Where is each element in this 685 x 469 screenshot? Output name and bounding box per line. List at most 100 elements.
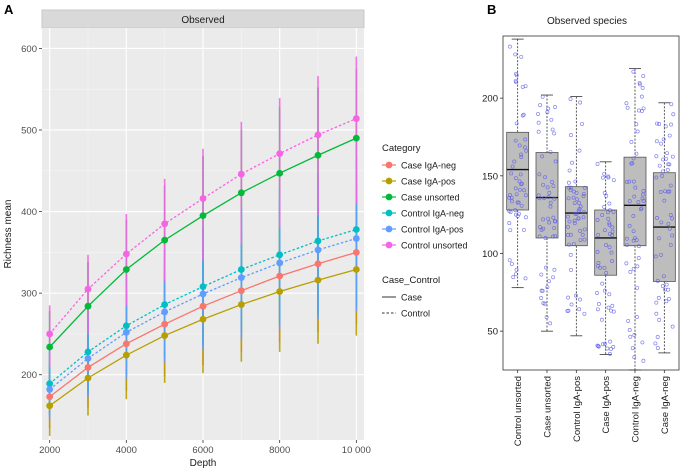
jitter-point bbox=[637, 108, 641, 113]
jitter-point bbox=[631, 214, 636, 218]
jitter-point bbox=[550, 127, 555, 132]
x-tick-label: 10 000 bbox=[342, 445, 371, 456]
jitter-point bbox=[519, 154, 524, 159]
jitter-point bbox=[578, 100, 583, 105]
point-control-iga-neg bbox=[161, 301, 169, 308]
jitter-point bbox=[509, 195, 514, 200]
jitter-point bbox=[637, 82, 642, 87]
legend-linetype-title: Case_Control bbox=[382, 275, 440, 286]
jitter-point bbox=[611, 210, 616, 214]
jitter-point bbox=[508, 228, 513, 233]
jitter-point bbox=[582, 237, 587, 242]
point-case-unsorted bbox=[314, 151, 322, 159]
jitter-point bbox=[566, 180, 571, 185]
jitter-point bbox=[607, 292, 612, 297]
jitter-point bbox=[655, 121, 659, 126]
point-control-unsorted bbox=[46, 330, 54, 338]
jitter-point bbox=[519, 182, 523, 187]
jitter-point bbox=[553, 234, 558, 239]
jitter-point bbox=[636, 200, 641, 205]
jitter-point bbox=[634, 122, 639, 127]
jitter-point bbox=[576, 216, 581, 221]
jitter-point bbox=[578, 238, 583, 242]
jitter-point bbox=[595, 249, 600, 254]
jitter-point bbox=[522, 188, 527, 193]
jitter-point bbox=[631, 229, 636, 234]
legend-item-label: Case unsorted bbox=[401, 193, 460, 203]
y-tick-label: 50 bbox=[487, 327, 498, 338]
jitter-point bbox=[661, 137, 666, 142]
point-case-iga-neg bbox=[199, 302, 207, 310]
jitter-point bbox=[627, 199, 632, 204]
jitter-point bbox=[511, 275, 516, 280]
jitter-point bbox=[610, 225, 615, 230]
jitter-point bbox=[671, 112, 676, 117]
jitter-point bbox=[602, 171, 607, 176]
jitter-point bbox=[640, 85, 645, 90]
legend-item-label: Control unsorted bbox=[401, 241, 468, 251]
legend-key-point-case-iga-neg bbox=[385, 161, 393, 169]
point-case-iga-neg bbox=[161, 320, 169, 328]
jitter-point bbox=[607, 221, 612, 226]
jitter-point bbox=[517, 187, 522, 192]
jitter-point bbox=[582, 227, 587, 232]
jitter-point bbox=[577, 201, 581, 206]
jitter-point bbox=[635, 264, 640, 269]
jitter-point bbox=[566, 214, 570, 219]
jitter-point bbox=[606, 210, 610, 215]
point-control-iga-pos bbox=[161, 308, 169, 316]
jitter-point bbox=[668, 213, 673, 217]
jitter-point bbox=[668, 183, 673, 188]
jitter-point bbox=[667, 162, 672, 167]
point-case-iga-pos bbox=[237, 301, 245, 308]
jitter-point bbox=[515, 214, 520, 218]
point-control-iga-pos bbox=[84, 355, 92, 362]
jitter-point bbox=[513, 208, 518, 213]
jitter-point bbox=[514, 121, 519, 126]
jitter-point bbox=[507, 221, 512, 226]
jitter-point bbox=[654, 311, 659, 316]
jitter-point bbox=[518, 172, 523, 177]
jitter-point bbox=[541, 301, 546, 305]
jitter-point bbox=[632, 355, 637, 360]
point-control-unsorted bbox=[122, 250, 130, 258]
legend-key-point-control-unsorted bbox=[385, 241, 393, 249]
jitter-point bbox=[634, 151, 639, 156]
legend-item-label: Case IgA-pos bbox=[401, 177, 456, 187]
jitter-point bbox=[540, 154, 545, 159]
point-control-iga-pos bbox=[352, 235, 360, 242]
jitter-point bbox=[658, 190, 663, 194]
jitter-point bbox=[607, 245, 612, 250]
jitter-point bbox=[662, 198, 667, 203]
jitter-point bbox=[666, 189, 671, 194]
jitter-point bbox=[542, 196, 547, 201]
point-case-iga-pos bbox=[314, 276, 322, 284]
jitter-point bbox=[654, 300, 659, 305]
jitter-point bbox=[637, 80, 642, 85]
jitter-point bbox=[634, 315, 639, 319]
jitter-point bbox=[553, 219, 558, 224]
box-case-iga-pos bbox=[594, 209, 618, 276]
category-label: Case unsorted bbox=[543, 376, 554, 438]
panel-label-b: B bbox=[487, 2, 496, 17]
box-control-unsorted bbox=[506, 131, 530, 211]
panel-b-box-plot: Observed species Control unsorted Case un… bbox=[482, 16, 680, 446]
jitter-point bbox=[513, 186, 518, 191]
jitter-point bbox=[509, 261, 514, 266]
jitter-point bbox=[641, 358, 646, 363]
point-control-iga-pos bbox=[276, 259, 284, 267]
jitter-point bbox=[569, 267, 573, 272]
jitter-point bbox=[566, 308, 571, 313]
point-control-iga-neg bbox=[199, 283, 207, 291]
jitter-point bbox=[513, 138, 518, 143]
jitter-point bbox=[566, 196, 571, 201]
jitter-point bbox=[631, 69, 636, 74]
point-case-unsorted bbox=[84, 302, 92, 310]
jitter-point bbox=[596, 232, 601, 237]
jitter-point bbox=[635, 129, 640, 134]
jitter-point bbox=[627, 223, 632, 228]
jitter-point bbox=[548, 204, 553, 209]
jitter-point bbox=[656, 295, 661, 300]
jitter-point bbox=[624, 179, 629, 184]
jitter-point bbox=[660, 284, 665, 289]
